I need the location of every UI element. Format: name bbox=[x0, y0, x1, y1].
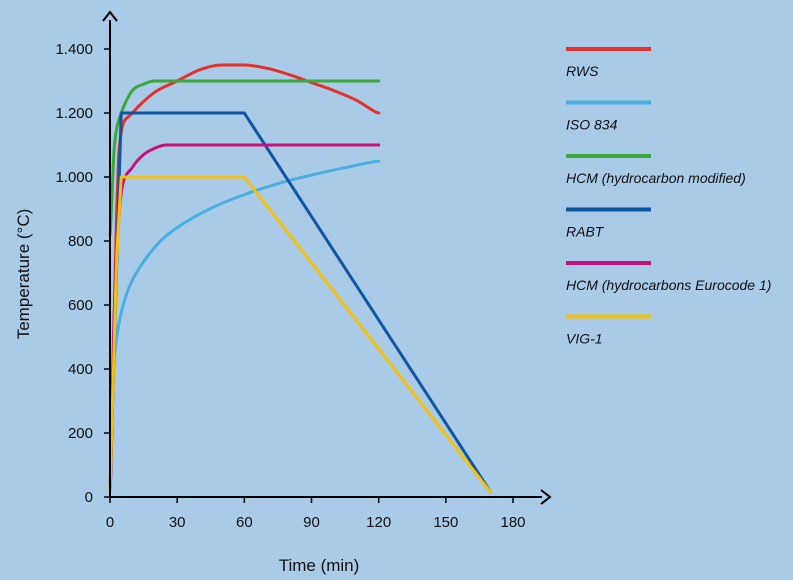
y-tick-label: 800 bbox=[68, 233, 93, 250]
legend-label: ISO 834 bbox=[566, 117, 618, 133]
x-tick-label: 0 bbox=[106, 514, 114, 531]
x-axis-label: Time (min) bbox=[279, 556, 360, 575]
y-axis-label: Temperature (°C) bbox=[14, 209, 33, 340]
x-axis-arrow-icon bbox=[540, 489, 552, 505]
series-layer bbox=[108, 63, 493, 494]
axes bbox=[102, 10, 552, 505]
legend-label: RWS bbox=[566, 63, 599, 79]
legend-label: RABT bbox=[566, 224, 605, 240]
series-line-3 bbox=[108, 79, 381, 237]
y-tick-label: 600 bbox=[68, 297, 93, 314]
y-tick-label: 400 bbox=[68, 361, 93, 378]
y-tick-label: 1.000 bbox=[55, 169, 93, 186]
x-tick-label: 180 bbox=[500, 514, 525, 531]
series-line-4 bbox=[108, 111, 493, 494]
series-line-6 bbox=[108, 175, 493, 494]
series-line-1 bbox=[108, 63, 381, 493]
ticks: 0 30 60 90 120 150 180 0 200 400 600 800 1.000 1.200 1… bbox=[55, 41, 525, 531]
legend-label: HCM (hydrocarbons Eurocode 1) bbox=[566, 277, 771, 293]
x-tick-label: 150 bbox=[433, 514, 458, 531]
legend-label: VIG-1 bbox=[566, 331, 603, 347]
y-tick-label: 1.200 bbox=[55, 105, 93, 122]
series-line-2 bbox=[108, 159, 381, 493]
x-tick-label: 90 bbox=[303, 514, 320, 531]
y-tick-label: 200 bbox=[68, 425, 93, 442]
legend-label: HCM (hydrocarbon modified) bbox=[566, 170, 746, 186]
series-line-5 bbox=[108, 143, 381, 493]
legend: RWS ISO 834 HCM (hydrocarbon modified) RABT… bbox=[566, 47, 771, 347]
y-axis-arrow-icon bbox=[102, 10, 118, 22]
x-tick-label: 60 bbox=[236, 514, 253, 531]
x-tick-label: 120 bbox=[366, 514, 391, 531]
y-tick-label: 1.400 bbox=[55, 41, 93, 58]
y-tick-label: 0 bbox=[85, 489, 93, 506]
x-tick-label: 30 bbox=[169, 514, 186, 531]
